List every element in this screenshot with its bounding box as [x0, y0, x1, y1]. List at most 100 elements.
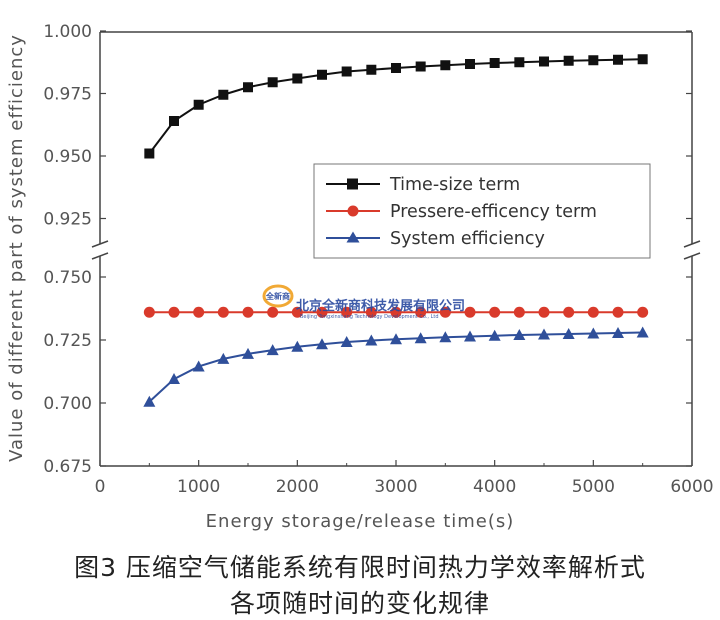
- data-point-circle: [587, 306, 599, 318]
- data-point-triangle: [365, 334, 378, 346]
- data-point-square: [341, 66, 352, 77]
- data-point-circle: [513, 306, 525, 318]
- series-2: [143, 326, 649, 407]
- data-point-circle: [390, 306, 402, 318]
- data-point-triangle: [587, 327, 600, 339]
- data-point-circle: [439, 306, 451, 318]
- legend-marker-time-size: [347, 178, 358, 190]
- data-point-circle: [637, 306, 649, 318]
- axis-break-mark: [683, 252, 701, 260]
- legend-label-system: System efficiency: [390, 229, 545, 249]
- y-tick-label: 0.675: [43, 457, 92, 477]
- data-point-square: [169, 116, 179, 126]
- y-tick-label: 0.750: [43, 268, 92, 288]
- y-tick-label: 0.700: [43, 394, 92, 414]
- data-point-circle: [242, 306, 254, 318]
- data-point-circle: [464, 306, 476, 318]
- data-point-square: [588, 55, 599, 66]
- data-point-triangle: [414, 332, 427, 344]
- data-point-square: [292, 73, 303, 84]
- data-point-circle: [415, 306, 427, 318]
- data-point-triangle: [340, 336, 353, 348]
- data-point-circle: [563, 306, 575, 318]
- x-axis-title: Energy storage/release time(s): [206, 511, 515, 532]
- y-tick-label: 0.725: [43, 331, 92, 351]
- x-tick-label: 0: [95, 477, 106, 497]
- watermark-company-en: Beijing Tongxinshang Technology Developm…: [300, 314, 439, 320]
- y-tick-label: 0.925: [43, 210, 92, 230]
- axis-ticks: 0 1000 2000 3000 4000 5000 6000 1.000 0.975 0.950…: [43, 22, 713, 497]
- data-point-square: [243, 82, 253, 93]
- data-point-triangle: [192, 360, 205, 372]
- data-point-circle: [217, 306, 229, 318]
- data-point-circle: [365, 306, 377, 318]
- data-point-square: [489, 58, 500, 68]
- x-tick-label: 6000: [670, 477, 713, 497]
- legend: Time-size term Pressere-efficency term S…: [313, 163, 651, 259]
- data-point-circle: [143, 306, 155, 318]
- data-point-triangle: [464, 330, 476, 342]
- axis-break-mark: [683, 240, 701, 248]
- data-point-circle: [612, 306, 624, 318]
- data-point-square: [465, 59, 475, 69]
- data-point-circle: [341, 306, 353, 318]
- x-tick-label: 1000: [177, 477, 220, 497]
- data-point-square: [637, 54, 648, 65]
- y-tick-label: 1.000: [43, 22, 92, 42]
- data-point-circle: [291, 306, 303, 318]
- watermark-company-cn: 北京全新商科技发展有限公司: [296, 298, 465, 314]
- data-point-square: [440, 60, 451, 71]
- watermark-logo-text: 全新商: [265, 291, 290, 301]
- data-point-circle: [267, 306, 279, 318]
- axis-break-mark: [91, 252, 109, 260]
- data-point-triangle: [538, 328, 550, 340]
- data-point-triangle: [266, 344, 279, 356]
- figure-caption-line2: 各项随时间的变化规律: [229, 589, 490, 618]
- x-tick-label: 2000: [276, 477, 319, 497]
- data-point-triangle: [217, 352, 230, 364]
- x-tick-label: 5000: [572, 477, 615, 497]
- y-tick-label: 0.975: [43, 85, 92, 105]
- series-0: [144, 54, 648, 159]
- data-point-triangle: [168, 373, 180, 385]
- watermark-logo-ring: [262, 284, 294, 308]
- data-point-circle: [193, 306, 205, 318]
- x-tick-label: 3000: [374, 477, 417, 497]
- data-point-circle: [538, 306, 550, 318]
- y-axis-title: Value of different part of system effici…: [6, 34, 27, 462]
- data-point-triangle: [488, 329, 501, 341]
- data-point-square: [415, 61, 426, 72]
- data-point-circle: [489, 306, 501, 318]
- data-point-triangle: [143, 395, 156, 407]
- legend-marker-system: [346, 231, 360, 243]
- data-point-triangle: [439, 331, 452, 343]
- axis-break-mark: [91, 240, 109, 248]
- data-point-circle: [168, 306, 180, 318]
- series-layer: [143, 54, 649, 407]
- data-point-square: [563, 55, 574, 66]
- data-point-triangle: [390, 333, 402, 345]
- data-point-square: [391, 63, 401, 73]
- data-point-circle: [316, 306, 328, 318]
- data-point-square: [613, 54, 623, 65]
- data-point-square: [193, 99, 204, 110]
- watermark: 全新商 北京全新商科技发展有限公司 Beijing Tongxinshang T…: [262, 284, 465, 320]
- data-point-square: [514, 57, 525, 68]
- series-line: [148, 58, 643, 155]
- data-point-square: [317, 69, 327, 80]
- data-point-square: [539, 56, 549, 67]
- figure-caption-line1: 图3 压缩空气储能系统有限时间热力学效率解析式: [74, 553, 646, 582]
- data-point-square: [267, 77, 278, 88]
- y-tick-label: 0.950: [43, 147, 92, 167]
- data-point-triangle: [316, 338, 328, 350]
- data-point-triangle: [291, 340, 304, 352]
- data-point-square: [366, 64, 377, 75]
- legend-marker-pressure: [347, 205, 359, 217]
- data-point-square: [218, 89, 229, 100]
- series-1: [143, 306, 649, 318]
- legend-label-pressure: Pressere-efficency term: [390, 202, 597, 222]
- data-point-triangle: [636, 326, 649, 338]
- legend-label-time-size: Time-size term: [389, 175, 520, 195]
- data-point-triangle: [562, 327, 575, 339]
- data-point-square: [144, 148, 155, 159]
